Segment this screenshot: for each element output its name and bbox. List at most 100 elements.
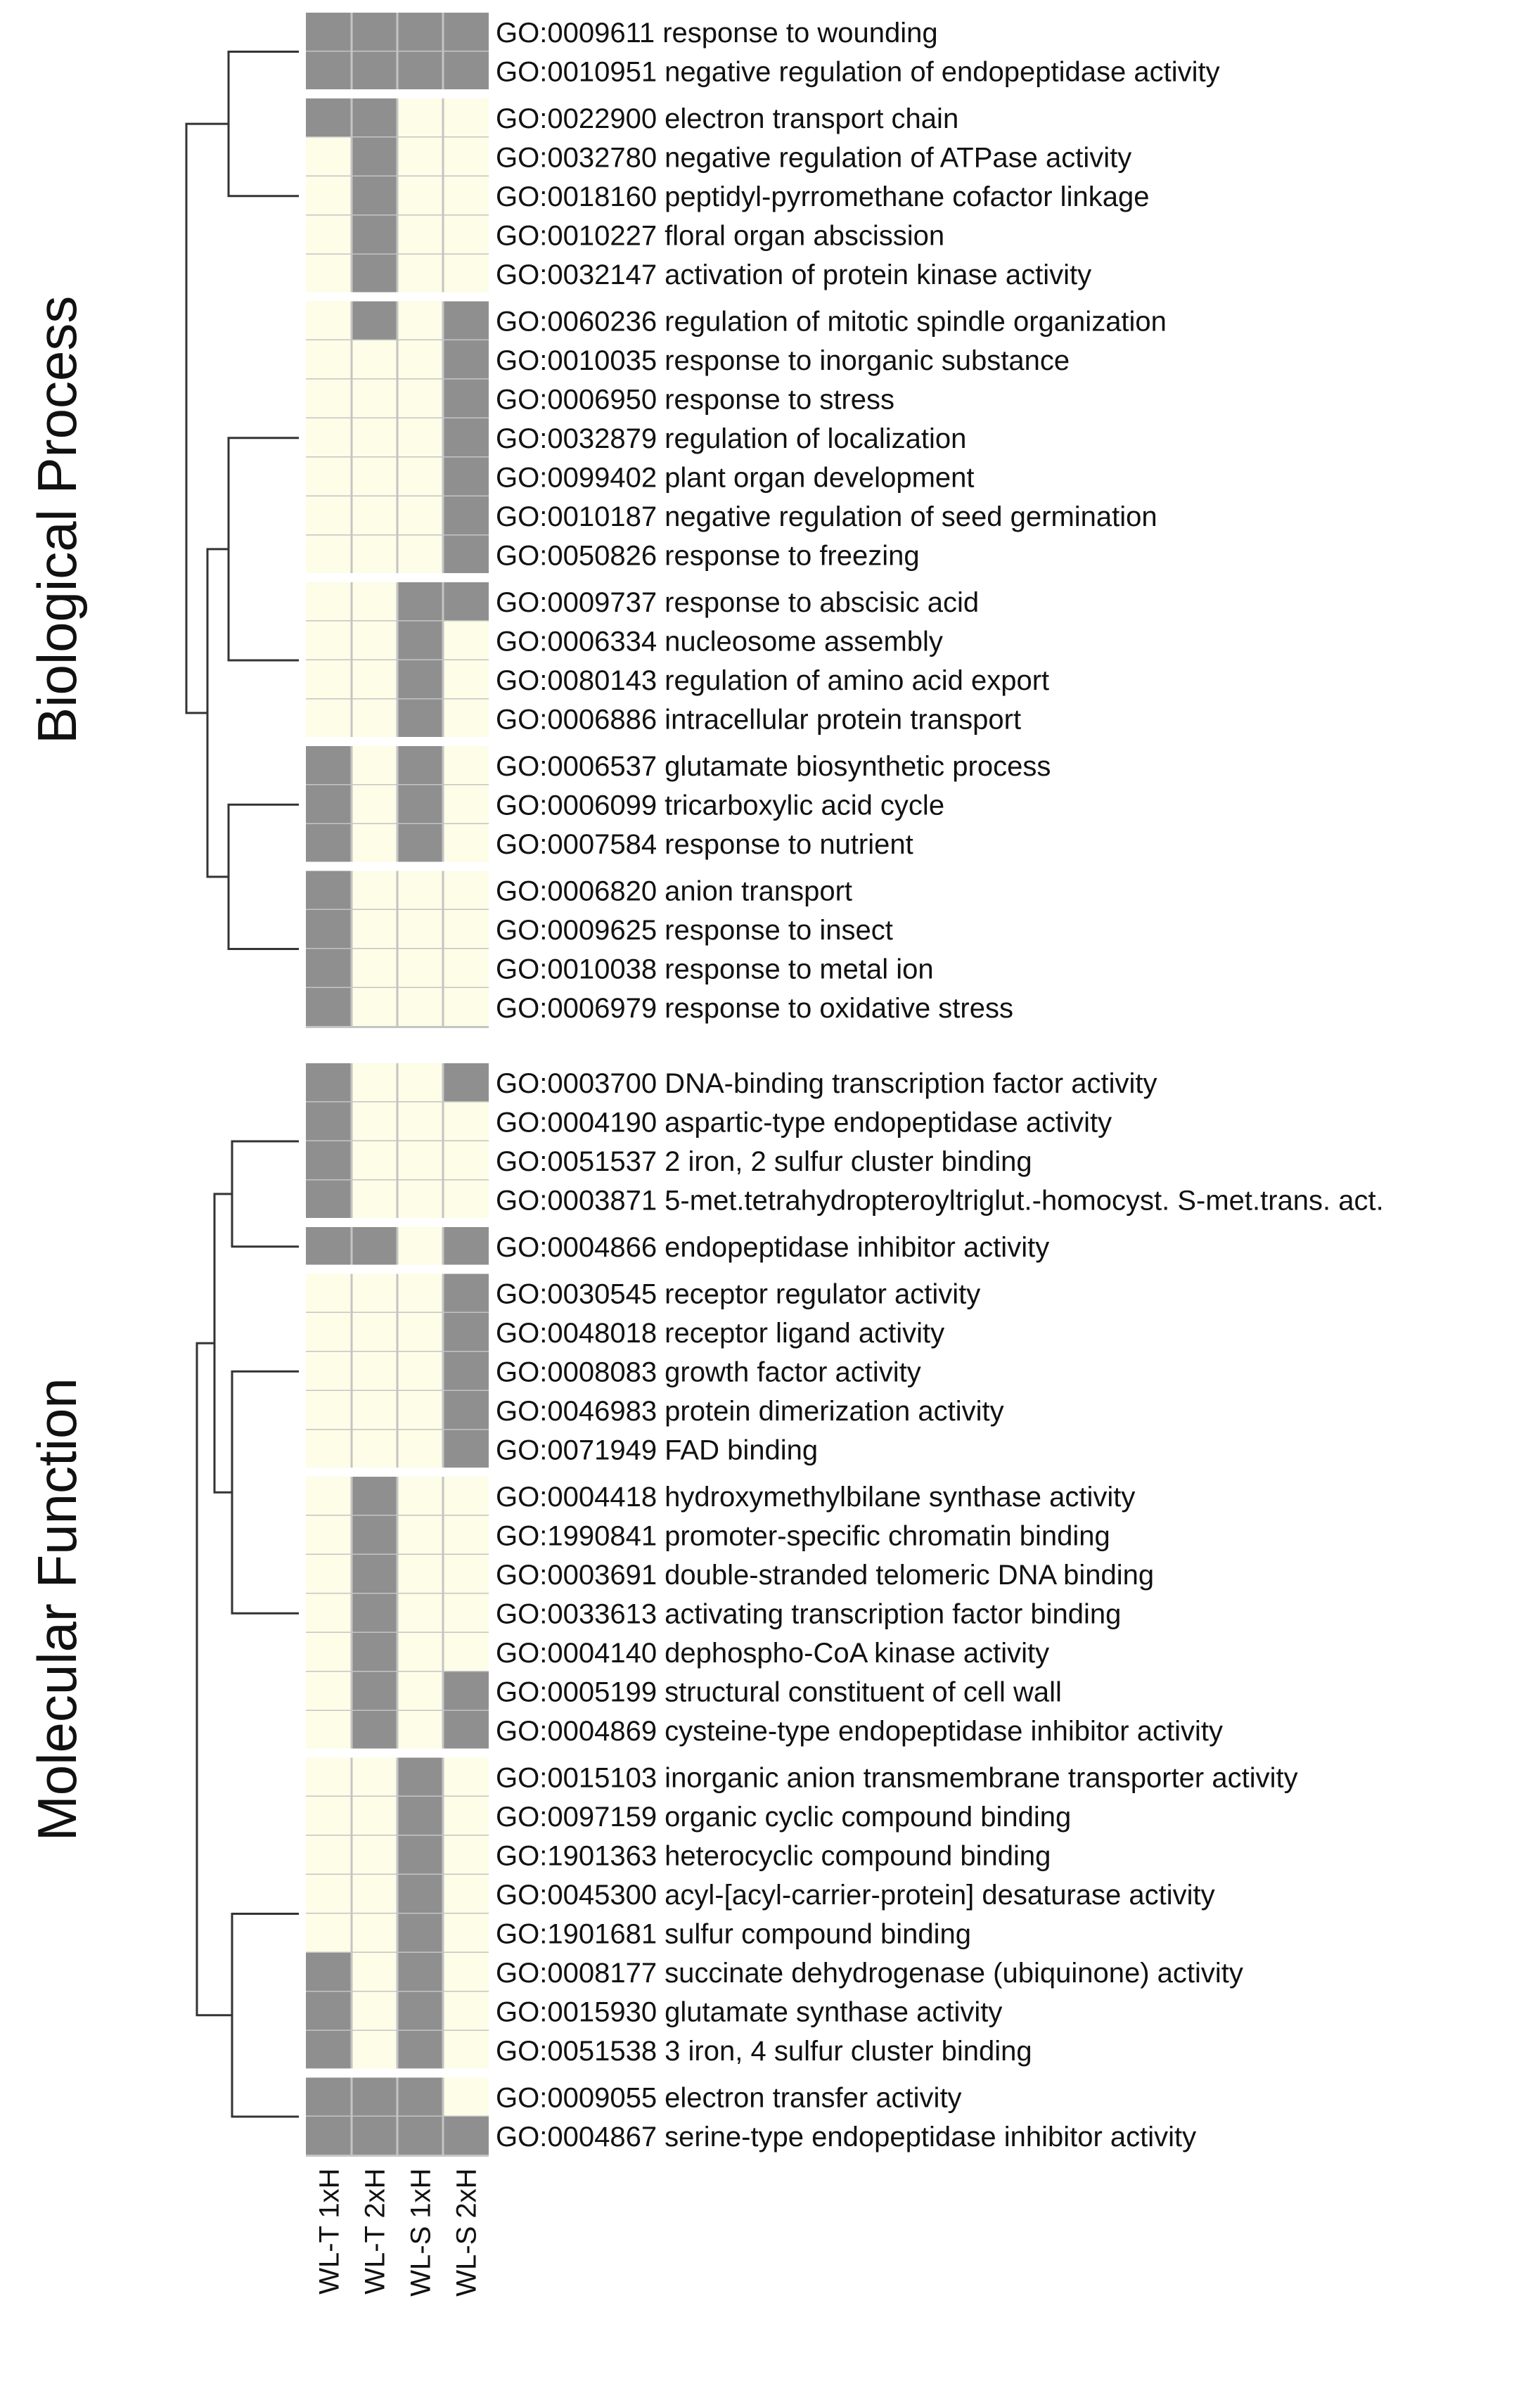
heatmap-cell: [443, 255, 489, 294]
heatmap-cell: [306, 1797, 352, 1836]
heatmap-cell: [397, 621, 443, 660]
heatmap-cell: [352, 1913, 397, 1953]
column-label: WL-S 1xH: [406, 2169, 437, 2297]
heatmap-cell: [352, 1477, 397, 1516]
heatmap-cell: [397, 2031, 443, 2070]
heatmap-cell: [306, 699, 352, 738]
heatmap-cell: [352, 340, 397, 380]
go-term-label: GO:0010227 floral organ abscission: [496, 220, 944, 251]
heatmap-cell: [443, 137, 489, 177]
heatmap-cell: [443, 1430, 489, 1469]
heatmap-cell: [443, 824, 489, 864]
go-term-label: GO:0009611 response to wounding: [496, 18, 938, 49]
go-term-label: GO:0033613 activating transcription fact…: [496, 1598, 1121, 1629]
cluster-separator: [304, 861, 490, 871]
heatmap-cell: [397, 98, 443, 138]
heatmap-cell: [306, 1913, 352, 1953]
go-term-label: GO:0051538 3 iron, 4 sulfur cluster bind…: [496, 2036, 1032, 2067]
heatmap-cell: [352, 301, 397, 340]
dendrogram: [195, 1140, 299, 2118]
heatmap-cell: [306, 1672, 352, 1711]
go-term-label: GO:1990841 promoter-specific chromatin b…: [496, 1520, 1110, 1551]
go-term-label: GO:1901681 sulfur compound binding: [496, 1918, 971, 1949]
heatmap-cell: [397, 582, 443, 622]
heatmap-cell: [352, 215, 397, 255]
heatmap-cell: [397, 1797, 443, 1836]
go-term-label: GO:0010951 negative regulation of endope…: [496, 56, 1220, 87]
heatmap-cell: [443, 496, 489, 536]
go-term-label: GO:0004869 cysteine-type endopeptidase i…: [496, 1716, 1223, 1747]
heatmap-cell: [352, 1991, 397, 2031]
heatmap-cell: [352, 1797, 397, 1836]
heatmap-cell: [352, 1180, 397, 1219]
heatmap-cell: [352, 418, 397, 458]
go-term-label: GO:0005199 structural constituent of cel…: [496, 1676, 1062, 1707]
go-term-label: GO:0004418 hydroxymethylbilane synthase …: [496, 1482, 1135, 1513]
heatmap-cell: [443, 1991, 489, 2031]
heatmap-cell: [352, 2031, 397, 2070]
go-term-label: GO:0006950 response to stress: [496, 384, 894, 415]
heatmap-cell: [306, 1313, 352, 1352]
go-term-label: GO:0004866 endopeptidase inhibitor activ…: [496, 1232, 1049, 1263]
heatmap-cell: [397, 418, 443, 458]
heatmap-cell: [397, 457, 443, 496]
heatmap-cell: [352, 699, 397, 738]
heatmap-cell: [306, 535, 352, 575]
go-term-label: GO:0010038 response to metal ion: [496, 954, 934, 984]
heatmap-cell: [443, 1352, 489, 1391]
heatmap-cell: [352, 1555, 397, 1594]
heatmap-cell: [443, 1274, 489, 1313]
heatmap-cell: [306, 457, 352, 496]
cluster-separator: [304, 1748, 490, 1758]
heatmap-cell: [352, 13, 397, 52]
go-term-label: GO:0006820 anion transport: [496, 875, 852, 906]
heatmap-cell: [397, 1913, 443, 1953]
go-term-label: GO:0018160 peptidyl-pyrromethane cofacto…: [496, 181, 1149, 212]
heatmap-cell: [443, 51, 489, 91]
heatmap-cell: [397, 1953, 443, 1992]
heatmap-cell: [306, 1430, 352, 1469]
heatmap-cell: [306, 785, 352, 824]
heatmap-cell: [352, 379, 397, 418]
go-term-label: GO:0003871 5-met.tetrahydropteroyltriglu…: [496, 1185, 1384, 1216]
heatmap-cell: [352, 1515, 397, 1555]
go-term-label: GO:0071949 FAD binding: [496, 1435, 818, 1465]
heatmap-cell: [443, 2077, 489, 2117]
heatmap-cell: [397, 910, 443, 949]
heatmap-cell: [397, 660, 443, 700]
heatmap-cell: [352, 1672, 397, 1711]
heatmap-cell: [397, 1141, 443, 1181]
go-term-label: GO:0009625 response to insect: [496, 915, 893, 946]
heatmap-cell: [443, 1633, 489, 1672]
heatmap-cell: [397, 137, 443, 177]
heatmap-cell: [352, 988, 397, 1027]
heatmap-cell: [352, 2077, 397, 2117]
go-term-label: GO:0006979 response to oxidative stress: [496, 993, 1013, 1024]
go-term-label: GO:0009055 electron transfer activity: [496, 2082, 962, 2113]
cluster-separator: [304, 292, 490, 302]
go-term-label: GO:0007584 response to nutrient: [496, 829, 913, 860]
heatmap-cell: [443, 871, 489, 910]
heatmap-cell: [352, 1102, 397, 1141]
heatmap-cell: [443, 379, 489, 418]
heatmap-cell: [352, 1875, 397, 1914]
heatmap-cell: [352, 535, 397, 575]
heatmap-cell: [306, 2077, 352, 2117]
heatmap-cell: [443, 177, 489, 216]
go-term-label: GO:0003700 DNA-binding transcription fac…: [496, 1068, 1157, 1099]
go-term-label: GO:0051537 2 iron, 2 sulfur cluster bind…: [496, 1146, 1032, 1177]
heatmap-cell: [443, 1102, 489, 1141]
heatmap-cell: [397, 13, 443, 52]
heatmap-cell: [443, 1835, 489, 1875]
heatmap-cell: [352, 1391, 397, 1430]
go-term-label: GO:0060236 regulation of mitotic spindle…: [496, 306, 1167, 337]
heatmap-cell: [443, 1875, 489, 1914]
heatmap-cell: [352, 51, 397, 91]
cluster-separator: [304, 2068, 490, 2078]
heatmap-cell: [306, 496, 352, 536]
heatmap-cell: [443, 98, 489, 138]
go-term-label: GO:0050826 response to freezing: [496, 540, 920, 571]
heatmap-cell: [397, 535, 443, 575]
heatmap-cell: [352, 177, 397, 216]
